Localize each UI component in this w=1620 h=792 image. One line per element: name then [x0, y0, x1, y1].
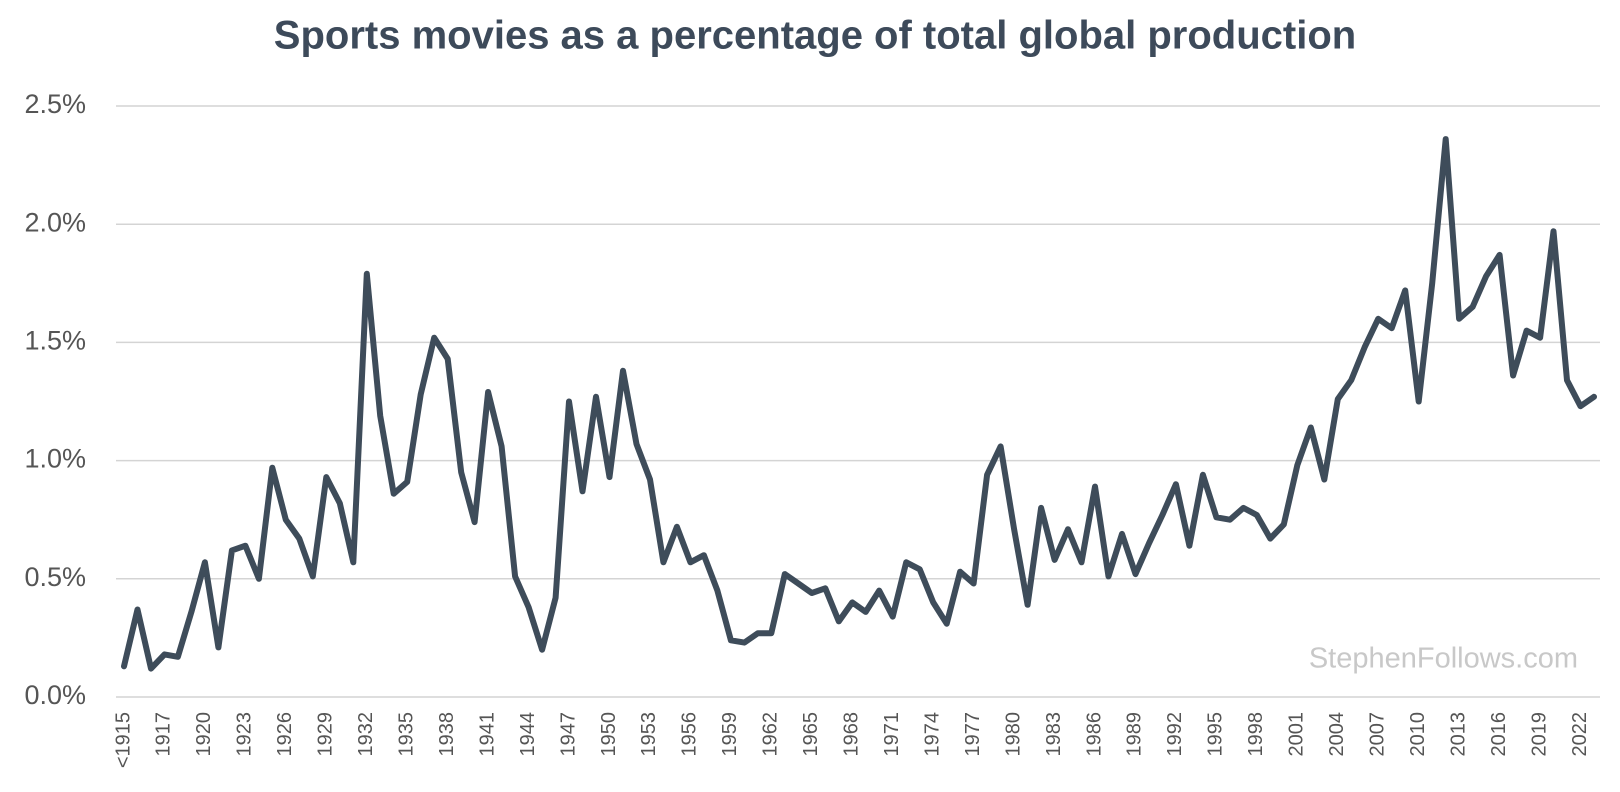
x-tick-label: 1947 — [557, 712, 579, 757]
y-tick-label: 0.5% — [24, 562, 86, 592]
x-tick-label: 1992 — [1164, 712, 1186, 757]
x-tick-label: 1962 — [760, 712, 782, 757]
y-tick-label: 0.0% — [24, 680, 86, 710]
x-tick-label: 1938 — [436, 712, 458, 757]
data-line — [121, 136, 1597, 672]
y-tick-label: 2.0% — [24, 207, 86, 237]
x-tick-label: 1983 — [1043, 712, 1065, 757]
x-tick-label: 1980 — [1002, 712, 1024, 757]
x-tick-label: 2022 — [1569, 712, 1591, 757]
x-tick-label: 1953 — [638, 712, 660, 757]
x-tick-label: 1935 — [395, 712, 417, 757]
x-tick-label: 1923 — [234, 712, 256, 757]
x-tick-label: 2001 — [1286, 712, 1308, 757]
x-tick-label: 1989 — [1124, 712, 1146, 757]
watermark: StephenFollows.com — [1309, 643, 1578, 675]
x-tick-label: 1968 — [841, 712, 863, 757]
x-tick-label: 1944 — [517, 712, 539, 757]
x-tick-label: 1941 — [476, 712, 498, 757]
x-tick-label: 1932 — [355, 712, 377, 757]
x-tick-label: 1995 — [1205, 712, 1227, 757]
x-tick-label: <1915 — [112, 712, 134, 768]
y-tick-label: 1.0% — [24, 444, 86, 474]
x-tick-label: 1929 — [315, 712, 337, 757]
x-tick-label: 1977 — [962, 712, 984, 757]
x-tick-label: 2013 — [1447, 712, 1469, 757]
y-tick-label: 2.5% — [24, 89, 86, 119]
x-tick-label: 1956 — [679, 712, 701, 757]
chart-title: Sports movies as a percentage of total g… — [274, 14, 1356, 58]
x-tick-label: 1926 — [274, 712, 296, 757]
x-tick-label: 2019 — [1528, 712, 1550, 757]
x-tick-label: 1974 — [921, 712, 943, 757]
x-tick-label: 1920 — [193, 712, 215, 757]
x-tick-label: 1971 — [881, 712, 903, 757]
x-tick-label: 1998 — [1245, 712, 1267, 757]
x-tick-label: 1986 — [1083, 712, 1105, 757]
x-tick-label: 2010 — [1407, 712, 1429, 757]
x-tick-label: 1917 — [153, 712, 175, 757]
x-tick-label: 2016 — [1488, 712, 1510, 757]
x-tick-label: 1950 — [598, 712, 620, 757]
x-tick-label: 1965 — [800, 712, 822, 757]
x-tick-label: 1959 — [719, 712, 741, 757]
x-tick-label: 2007 — [1367, 712, 1389, 757]
x-tick-label: 2004 — [1326, 712, 1348, 757]
y-tick-label: 1.5% — [24, 326, 86, 356]
